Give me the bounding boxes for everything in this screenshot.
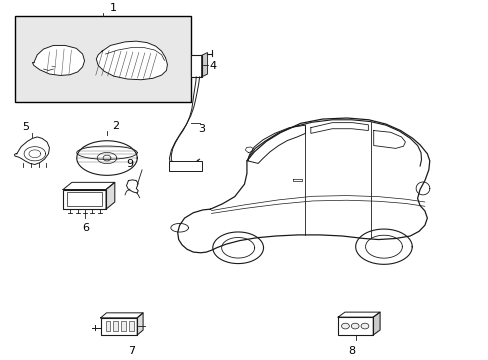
Polygon shape <box>372 312 379 335</box>
Bar <box>15 16 190 102</box>
Text: 5: 5 <box>22 122 29 132</box>
Polygon shape <box>137 313 143 335</box>
Polygon shape <box>106 183 115 209</box>
Circle shape <box>360 323 368 329</box>
Text: 4: 4 <box>209 61 216 71</box>
Bar <box>337 317 372 335</box>
Text: 7: 7 <box>127 346 135 356</box>
Circle shape <box>350 323 358 329</box>
Polygon shape <box>14 137 49 165</box>
Polygon shape <box>101 313 143 318</box>
Polygon shape <box>63 183 115 189</box>
Bar <box>15 16 190 102</box>
Bar <box>168 161 202 171</box>
Bar <box>67 192 102 206</box>
Bar <box>113 321 118 332</box>
Bar <box>101 318 137 335</box>
Text: 8: 8 <box>347 346 355 356</box>
Bar <box>129 321 134 332</box>
Bar <box>105 321 110 332</box>
Text: 9: 9 <box>126 159 133 169</box>
Text: 1: 1 <box>109 3 116 13</box>
Bar <box>63 189 106 209</box>
Polygon shape <box>32 45 84 76</box>
Bar <box>190 55 201 77</box>
Text: 6: 6 <box>82 223 89 233</box>
Text: 3: 3 <box>198 124 205 134</box>
Polygon shape <box>96 41 167 80</box>
Polygon shape <box>337 312 379 317</box>
Text: 2: 2 <box>111 121 119 131</box>
Bar <box>121 321 126 332</box>
Circle shape <box>341 323 348 329</box>
Polygon shape <box>201 53 207 77</box>
